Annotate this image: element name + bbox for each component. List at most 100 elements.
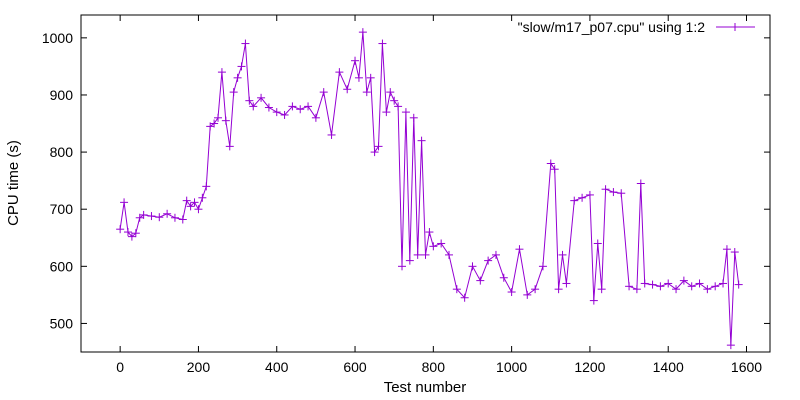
legend-series-label: "slow/m17_p07.cpu" using 1:2 — [518, 19, 706, 35]
data-point — [257, 93, 266, 102]
data-point — [186, 202, 195, 211]
data-point — [139, 210, 148, 219]
data-point — [578, 193, 587, 202]
data-point — [327, 130, 336, 139]
x-tick-label: 1000 — [496, 359, 527, 375]
data-point — [225, 142, 234, 151]
y-tick-label: 600 — [50, 258, 74, 274]
data-point — [351, 56, 360, 65]
data-point — [362, 88, 371, 97]
data-point — [354, 73, 363, 82]
y-tick-label: 900 — [50, 87, 74, 103]
data-point — [417, 136, 426, 145]
y-tick-label: 500 — [50, 315, 74, 331]
data-point — [656, 282, 665, 291]
data-point — [640, 279, 649, 288]
x-tick-label: 400 — [265, 359, 289, 375]
data-point — [523, 290, 532, 299]
data-point — [390, 96, 399, 105]
y-tick-label: 1000 — [42, 30, 73, 46]
data-point — [233, 73, 242, 82]
data-point — [155, 213, 164, 222]
data-point — [370, 148, 379, 157]
data-point — [147, 212, 156, 221]
data-point — [609, 188, 618, 197]
data-point — [570, 196, 579, 205]
data-point — [730, 248, 739, 257]
data-point — [194, 205, 203, 214]
data-point — [245, 96, 254, 105]
y-tick-label: 800 — [50, 144, 74, 160]
data-point — [421, 250, 430, 259]
data-point — [264, 103, 273, 112]
y-tick-label: 700 — [50, 201, 74, 217]
x-tick-label: 1400 — [653, 359, 684, 375]
data-point — [190, 198, 199, 207]
x-axis-label: Test number — [384, 379, 467, 396]
data-point — [382, 108, 391, 117]
data-point — [221, 116, 230, 125]
data-point — [617, 189, 626, 198]
series-layer — [116, 28, 743, 350]
data-point — [625, 282, 634, 291]
data-point — [476, 276, 485, 285]
data-point — [170, 213, 179, 222]
data-point — [726, 341, 735, 350]
data-point — [304, 102, 313, 111]
data-point — [515, 245, 524, 254]
x-tick-label: 600 — [343, 359, 367, 375]
data-point — [546, 159, 555, 168]
data-point — [687, 282, 696, 291]
data-point — [358, 28, 367, 37]
data-point — [484, 256, 493, 265]
data-point — [601, 185, 610, 194]
data-point — [335, 68, 344, 77]
data-point — [413, 250, 422, 259]
plot-frame — [80, 14, 771, 353]
data-point — [249, 102, 258, 111]
data-point — [593, 239, 602, 248]
data-point — [460, 293, 469, 302]
data-point — [280, 110, 289, 119]
data-point — [452, 285, 461, 294]
data-point — [163, 209, 172, 218]
data-point — [398, 262, 407, 271]
data-point — [468, 262, 477, 271]
data-point — [386, 88, 395, 97]
data-point — [378, 39, 387, 48]
data-point — [562, 279, 571, 288]
data-point — [202, 182, 211, 191]
data-point — [499, 273, 508, 282]
x-axis-ticks: 0 200 400 600 800 1000 1200 1400 1600 — [116, 15, 762, 375]
data-point — [116, 225, 125, 234]
data-point — [531, 285, 540, 294]
series-line — [119, 32, 740, 346]
data-point — [722, 245, 731, 254]
data-point — [703, 285, 712, 294]
data-point — [120, 198, 129, 207]
data-point — [366, 73, 375, 82]
data-point — [636, 179, 645, 188]
x-tick-label: 200 — [187, 359, 211, 375]
data-point — [178, 215, 187, 224]
data-point — [632, 285, 641, 294]
x-tick-label: 1200 — [574, 359, 605, 375]
data-point — [217, 68, 226, 77]
x-tick-label: 800 — [422, 359, 446, 375]
data-point — [123, 228, 132, 237]
data-point — [394, 102, 403, 111]
data-point — [672, 285, 681, 294]
data-point — [374, 142, 383, 151]
data-point — [734, 280, 743, 289]
data-point — [229, 88, 238, 97]
y-axis-ticks: 500 600 700 800 900 1000 — [42, 30, 770, 331]
data-point — [198, 193, 207, 202]
x-tick-label: 1600 — [731, 359, 762, 375]
data-point — [425, 228, 434, 237]
data-point — [444, 250, 453, 259]
data-point — [131, 229, 140, 238]
legend-series-marker — [731, 23, 739, 31]
data-point — [343, 85, 352, 94]
x-tick-label: 0 — [116, 359, 124, 375]
